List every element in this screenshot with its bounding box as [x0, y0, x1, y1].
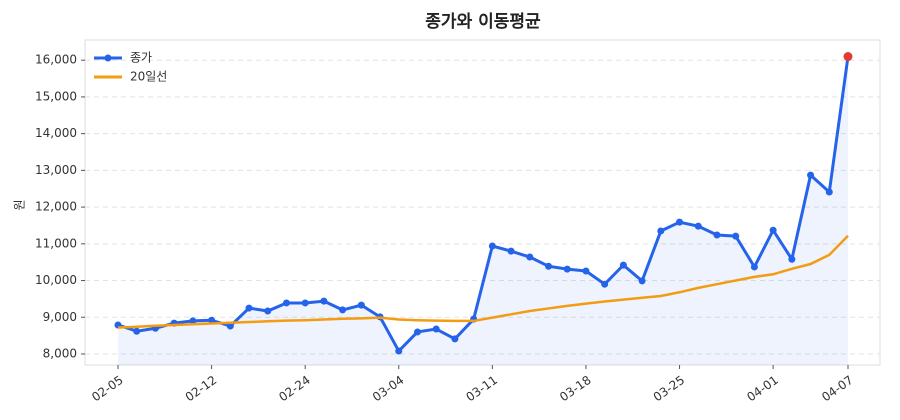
x-tick-label: 02-24 [276, 373, 313, 404]
line [117, 56, 850, 354]
x-tick-label: 03-18 [557, 373, 594, 404]
point [208, 316, 216, 324]
point [301, 299, 309, 307]
y-tick-label: 12,000 [35, 200, 77, 214]
y-tick-label: 15,000 [35, 89, 77, 103]
point [582, 267, 590, 275]
point [357, 301, 365, 309]
y-tick-label: 13,000 [35, 163, 77, 177]
point [807, 171, 815, 179]
y-axis-label: 원 [13, 199, 27, 210]
x-tick-label: 02-05 [89, 373, 126, 404]
y-tick-label: 8,000 [43, 346, 77, 360]
point [638, 277, 646, 285]
point [769, 226, 777, 234]
legend-marker [104, 54, 112, 62]
point [750, 263, 758, 271]
x-tick-label: 03-04 [370, 373, 407, 404]
point [133, 327, 141, 335]
point [788, 255, 796, 263]
legend-label: 종가 [130, 51, 152, 65]
point [264, 307, 272, 315]
x-tick-label: 04-07 [819, 373, 856, 404]
point [526, 253, 534, 261]
area-fill [118, 56, 848, 366]
point [395, 347, 403, 355]
point [432, 325, 440, 333]
point [657, 227, 665, 235]
point [282, 299, 290, 307]
point [226, 322, 234, 330]
point [488, 242, 496, 250]
point [563, 265, 571, 273]
point [245, 304, 253, 312]
point [825, 188, 833, 196]
point [843, 52, 853, 62]
point [601, 280, 609, 288]
x-tick-label: 03-11 [463, 373, 500, 404]
point [694, 222, 702, 230]
point [713, 231, 721, 239]
point [320, 297, 328, 305]
y-tick-label: 9,000 [43, 310, 77, 324]
y-tick-label: 14,000 [35, 126, 77, 140]
legend-label: 20일선 [130, 70, 167, 84]
plot-area [84, 39, 881, 366]
point [413, 328, 421, 336]
point [545, 262, 553, 270]
point [676, 218, 684, 226]
y-tick-label: 11,000 [35, 236, 77, 250]
point [732, 232, 740, 240]
chart-title: 종가와 이동평균 [425, 12, 541, 32]
point [339, 306, 347, 314]
line [117, 234, 849, 329]
point [507, 247, 515, 255]
y-tick-label: 16,000 [35, 53, 77, 67]
y-tick-label: 10,000 [35, 273, 77, 287]
point [189, 317, 197, 325]
point [619, 261, 627, 269]
point [451, 335, 459, 343]
x-tick-label: 02-12 [183, 373, 220, 404]
x-tick-label: 04-01 [744, 373, 781, 404]
x-tick-label: 03-25 [651, 373, 688, 404]
